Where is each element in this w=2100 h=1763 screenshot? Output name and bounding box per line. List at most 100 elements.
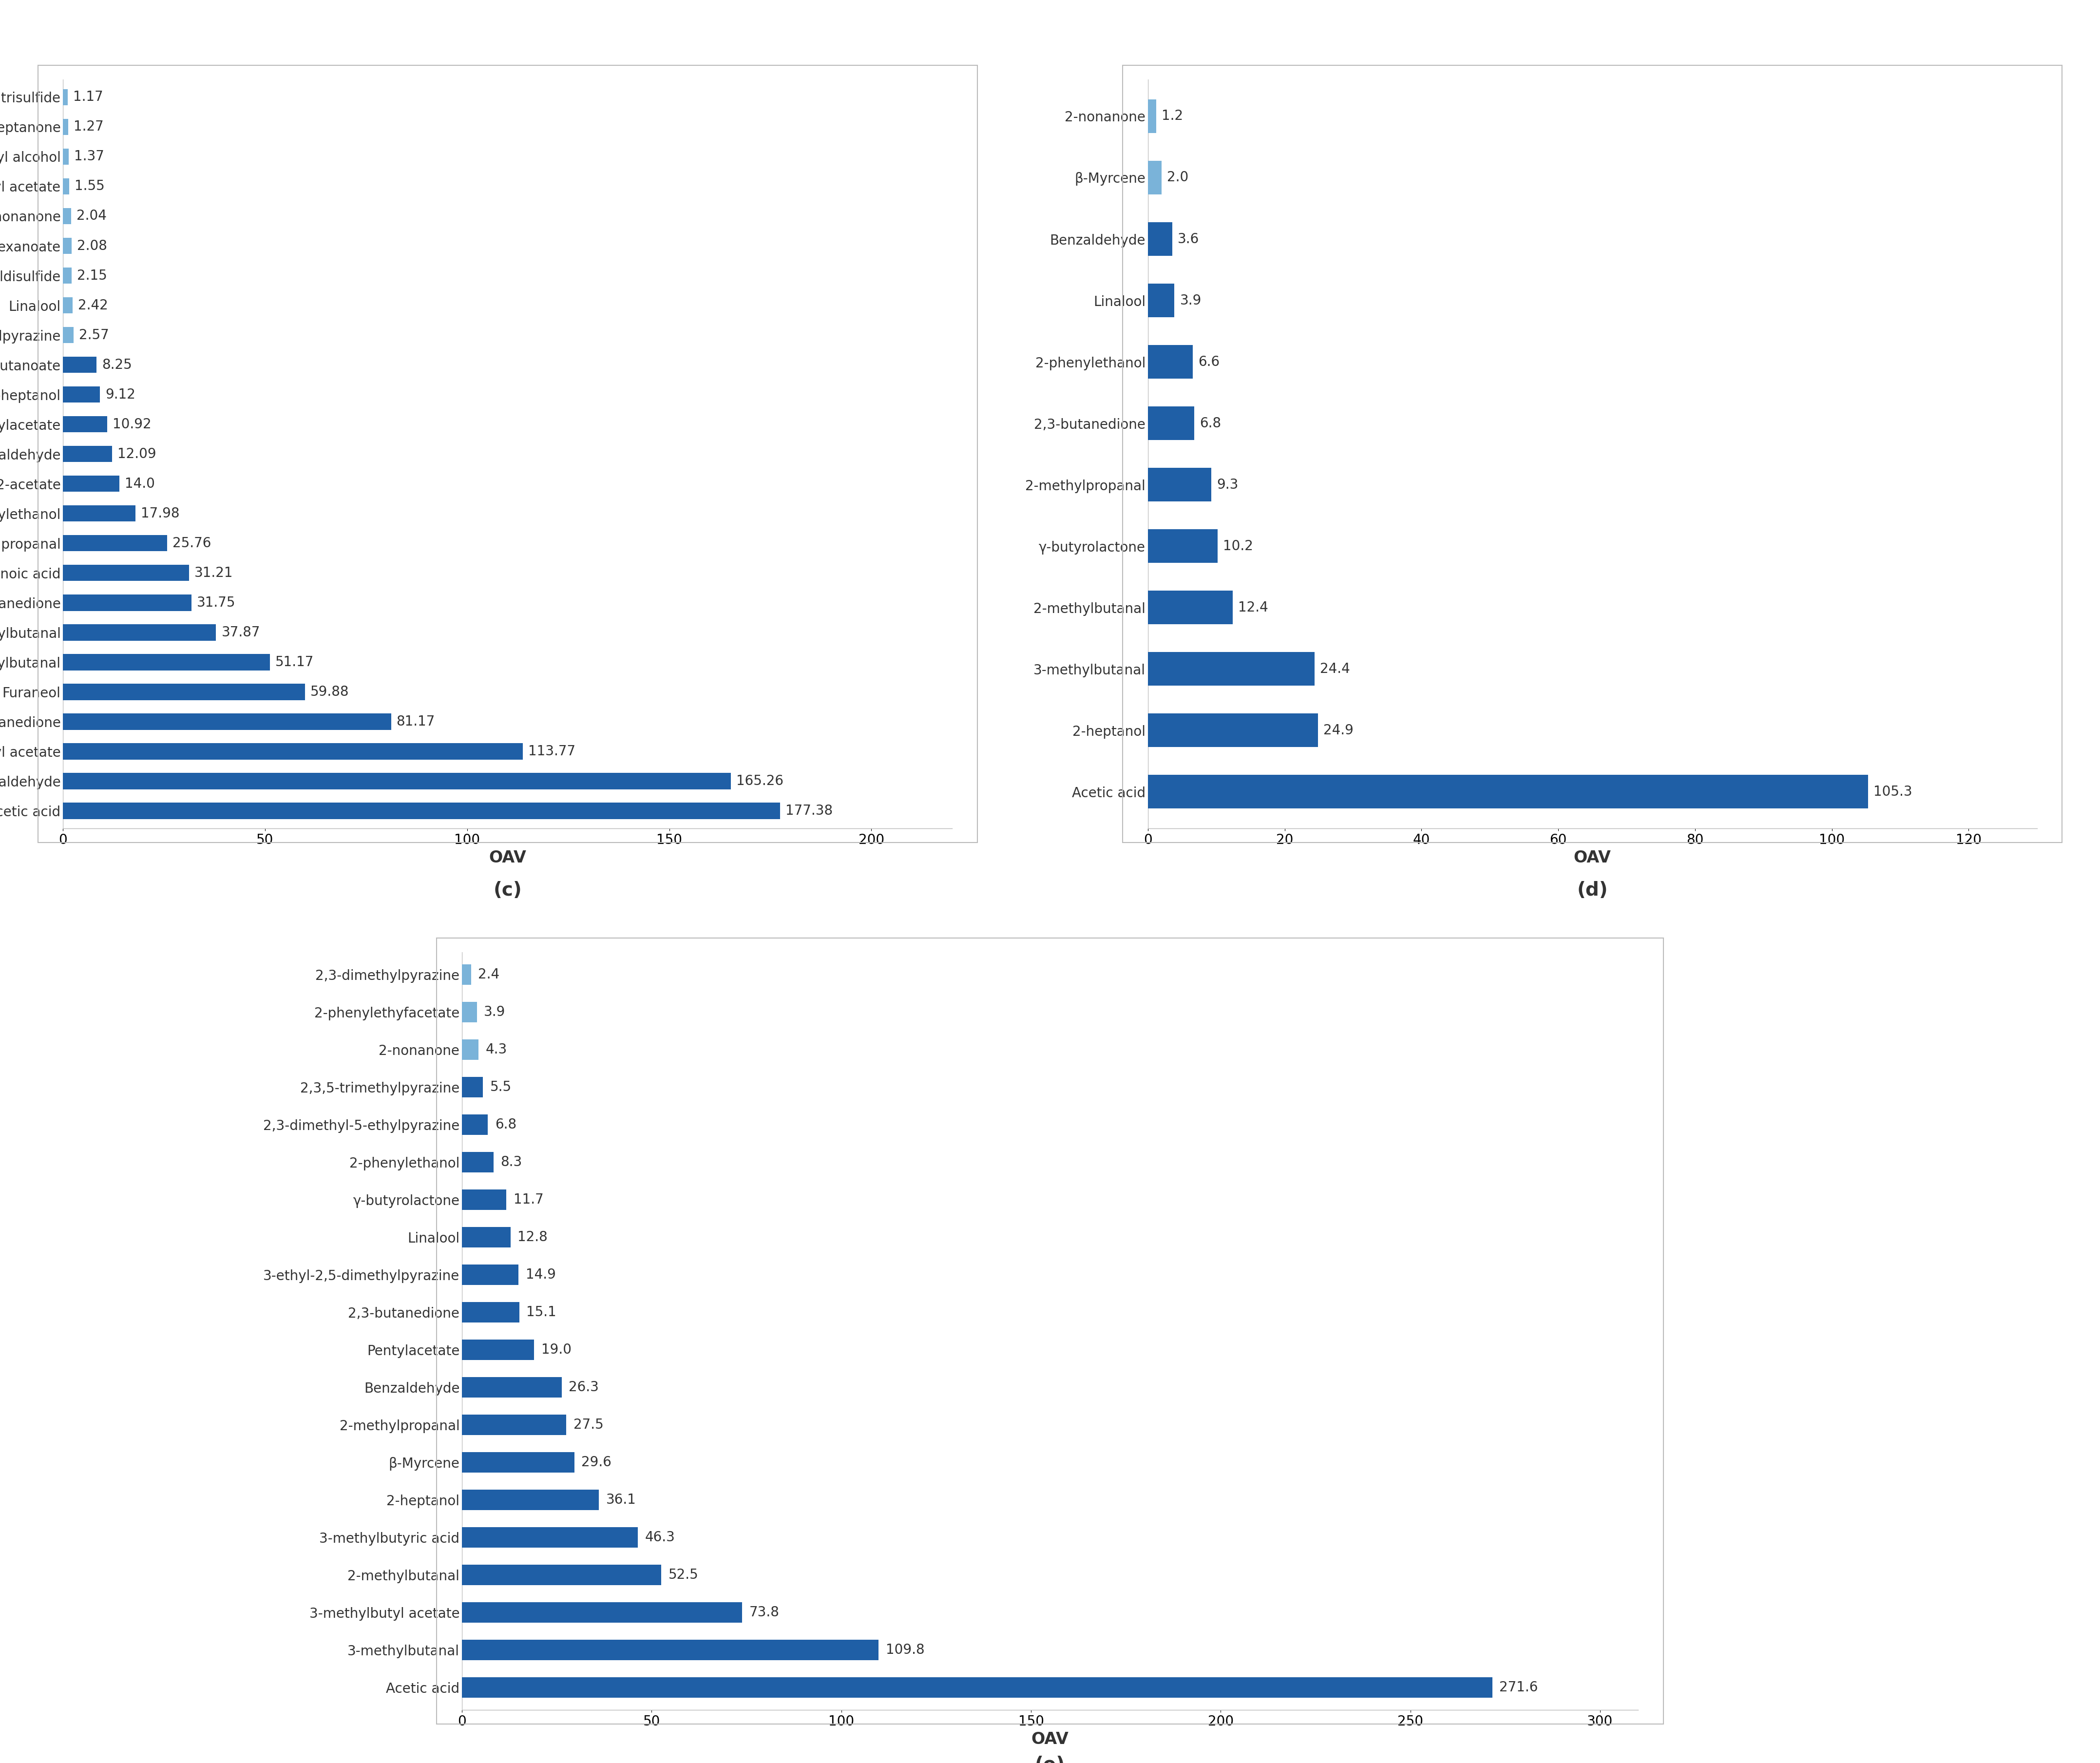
Bar <box>63 178 69 194</box>
Bar <box>63 238 71 254</box>
Text: 37.87: 37.87 <box>220 626 260 640</box>
Text: 29.6: 29.6 <box>582 1456 611 1469</box>
Bar <box>63 506 136 522</box>
Text: 10.2: 10.2 <box>1222 539 1254 554</box>
Text: 11.7: 11.7 <box>512 1194 544 1206</box>
Text: 52.5: 52.5 <box>668 1567 699 1581</box>
Text: 105.3: 105.3 <box>1873 785 1913 799</box>
Text: 109.8: 109.8 <box>886 1643 924 1657</box>
Bar <box>63 268 71 284</box>
X-axis label: OAV: OAV <box>1573 850 1611 866</box>
Text: 59.88: 59.88 <box>311 686 349 698</box>
Text: 19.0: 19.0 <box>542 1343 571 1358</box>
Bar <box>462 1001 477 1023</box>
Text: 31.21: 31.21 <box>195 566 233 580</box>
Text: 2.08: 2.08 <box>78 240 107 252</box>
Bar <box>462 1077 483 1097</box>
Text: 9.3: 9.3 <box>1216 478 1239 492</box>
Text: 6.8: 6.8 <box>496 1118 517 1132</box>
Bar <box>63 624 216 640</box>
Bar <box>462 1414 567 1435</box>
Text: 113.77: 113.77 <box>529 744 575 758</box>
Text: 2.42: 2.42 <box>78 298 109 312</box>
Text: 1.17: 1.17 <box>74 90 103 104</box>
Bar <box>1149 652 1315 686</box>
Text: 2.4: 2.4 <box>479 968 500 982</box>
Text: 12.09: 12.09 <box>118 448 155 460</box>
Text: 73.8: 73.8 <box>750 1606 779 1620</box>
Bar <box>63 594 191 610</box>
Bar <box>462 1114 487 1135</box>
Text: 3.9: 3.9 <box>1180 294 1201 307</box>
Bar <box>63 298 74 314</box>
Bar <box>1149 776 1869 809</box>
Text: 24.4: 24.4 <box>1321 663 1350 675</box>
Bar <box>63 386 101 402</box>
Bar <box>462 1038 479 1060</box>
X-axis label: OAV: OAV <box>489 850 527 866</box>
Bar <box>63 476 120 492</box>
Bar <box>1149 346 1193 379</box>
Bar <box>462 1453 573 1472</box>
Text: (c): (c) <box>493 882 523 899</box>
Text: 1.2: 1.2 <box>1161 109 1182 123</box>
Text: 17.98: 17.98 <box>141 506 181 520</box>
Text: 24.9: 24.9 <box>1323 723 1355 737</box>
Bar <box>1149 222 1172 256</box>
Bar <box>63 148 69 164</box>
Text: 2.04: 2.04 <box>76 210 107 222</box>
Bar <box>462 1603 741 1624</box>
Bar <box>63 772 731 790</box>
Text: 5.5: 5.5 <box>489 1081 512 1095</box>
Text: 8.3: 8.3 <box>500 1155 523 1169</box>
Text: 1.37: 1.37 <box>74 150 105 164</box>
Text: 8.25: 8.25 <box>101 358 132 372</box>
Bar <box>63 416 107 432</box>
Text: 51.17: 51.17 <box>275 656 313 668</box>
Bar <box>63 88 67 106</box>
Text: 9.12: 9.12 <box>105 388 134 402</box>
Text: 1.55: 1.55 <box>76 180 105 194</box>
Text: 10.92: 10.92 <box>113 418 151 432</box>
Bar <box>63 208 71 224</box>
Bar <box>63 446 111 462</box>
Text: 46.3: 46.3 <box>645 1530 674 1544</box>
Bar <box>462 1227 510 1248</box>
Text: 2.57: 2.57 <box>78 328 109 342</box>
Text: 6.8: 6.8 <box>1199 416 1222 430</box>
Bar <box>462 1190 506 1209</box>
Bar <box>63 118 67 136</box>
Bar <box>462 964 470 986</box>
Bar <box>1149 407 1195 441</box>
Bar <box>1149 284 1174 317</box>
Bar <box>462 1566 662 1585</box>
Text: 15.1: 15.1 <box>527 1305 556 1319</box>
Text: 25.76: 25.76 <box>172 536 212 550</box>
Bar <box>462 1527 638 1548</box>
Text: 2.15: 2.15 <box>78 268 107 282</box>
X-axis label: OAV: OAV <box>1031 1731 1069 1747</box>
Bar <box>63 684 304 700</box>
Bar <box>63 534 168 552</box>
Text: 165.26: 165.26 <box>737 774 783 788</box>
Text: 3.6: 3.6 <box>1178 233 1199 245</box>
Text: 14.9: 14.9 <box>525 1268 556 1282</box>
Bar <box>462 1490 598 1511</box>
Bar <box>1149 591 1233 624</box>
Bar <box>1149 99 1155 132</box>
Text: 26.3: 26.3 <box>569 1380 598 1395</box>
Text: 4.3: 4.3 <box>485 1042 506 1056</box>
Text: 3.9: 3.9 <box>483 1005 506 1019</box>
Bar <box>462 1640 878 1661</box>
Bar <box>63 802 779 820</box>
Text: 12.4: 12.4 <box>1239 601 1268 614</box>
Bar <box>63 744 523 760</box>
Bar <box>1149 529 1218 562</box>
Bar <box>63 356 97 374</box>
Text: 14.0: 14.0 <box>124 476 155 490</box>
Bar <box>63 654 269 670</box>
Bar <box>63 714 391 730</box>
Text: 6.6: 6.6 <box>1199 354 1220 368</box>
Bar <box>1149 160 1161 194</box>
Text: 36.1: 36.1 <box>607 1493 636 1507</box>
